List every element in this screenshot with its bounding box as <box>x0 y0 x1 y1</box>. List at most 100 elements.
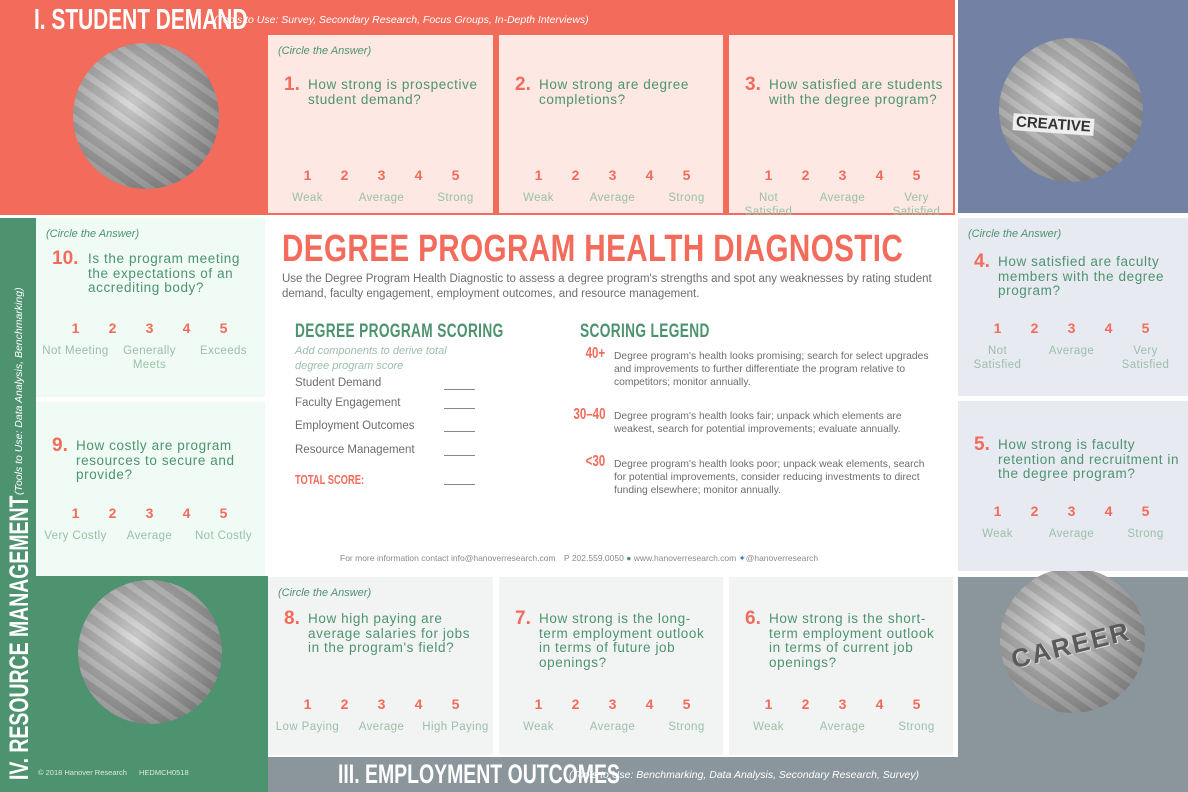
score-blank[interactable] <box>444 420 475 432</box>
rating-label: Generally Meets <box>123 345 176 371</box>
circle-note: (Circle the Answer) <box>968 228 1062 240</box>
circle-note: (Circle the Answer) <box>46 228 140 240</box>
rating-option-3[interactable]: 3 <box>608 696 617 712</box>
question-number: 4. <box>974 251 990 272</box>
rating-option-3[interactable]: 3 <box>145 320 154 336</box>
legend-range: <30 <box>585 453 605 470</box>
rating-option-2[interactable]: 2 <box>108 505 117 521</box>
rating-option-5[interactable]: 5 <box>219 505 228 521</box>
rating-option-4[interactable]: 4 <box>1104 320 1113 336</box>
rating-option-4[interactable]: 4 <box>875 696 884 712</box>
score-blank[interactable] <box>444 397 475 409</box>
rating-option-4[interactable]: 4 <box>1104 503 1113 519</box>
rating-option-2[interactable]: 2 <box>108 320 117 336</box>
rating-option-1[interactable]: 1 <box>303 167 312 183</box>
rating-option-2[interactable]: 2 <box>1030 503 1039 519</box>
rating-option-5[interactable]: 5 <box>1141 320 1150 336</box>
rating-option-1[interactable]: 1 <box>764 167 773 183</box>
rating-option-4[interactable]: 4 <box>414 696 423 712</box>
question-number: 8. <box>284 608 300 629</box>
contact-phone: P 202.559.0050 <box>563 553 624 563</box>
rating-label: Weak <box>292 192 323 204</box>
rating-option-1[interactable]: 1 <box>534 167 543 183</box>
rating-label: Weak <box>523 721 554 733</box>
rating-option-5[interactable]: 5 <box>451 167 460 183</box>
career-photo-lettering: CAREER <box>1008 615 1134 675</box>
rating-label: Average <box>1048 345 1095 357</box>
rating-option-1[interactable]: 1 <box>534 696 543 712</box>
rating-option-3[interactable]: 3 <box>838 696 847 712</box>
question-text: How satisfied are faculty members with t… <box>998 254 1165 298</box>
rating-option-4[interactable]: 4 <box>182 320 191 336</box>
rating-option-5[interactable]: 5 <box>1141 503 1150 519</box>
contact-twitter[interactable]: @hanoverresearch <box>745 553 819 563</box>
rating-option-1[interactable]: 1 <box>71 320 80 336</box>
total-score-blank[interactable] <box>444 473 475 485</box>
rating-label: Weak <box>523 192 554 204</box>
rating-option-3[interactable]: 3 <box>608 167 617 183</box>
rating-label: Strong <box>437 192 474 204</box>
students-photo <box>73 43 219 189</box>
rating-option-5[interactable]: 5 <box>451 696 460 712</box>
rating-option-2[interactable]: 2 <box>801 167 810 183</box>
question-number: 7. <box>515 608 531 629</box>
rating-label: Very Satisfied <box>892 192 941 218</box>
rating-option-3[interactable]: 3 <box>1067 320 1076 336</box>
rating-label: Very Costly <box>44 530 107 542</box>
legend-range: 40+ <box>585 345 605 362</box>
rating-option-2[interactable]: 2 <box>340 167 349 183</box>
rating-option-2[interactable]: 2 <box>1030 320 1039 336</box>
rating-option-1[interactable]: 1 <box>993 503 1002 519</box>
question-text: How costly are program resources to secu… <box>76 438 235 482</box>
rating-label: Average <box>819 192 866 204</box>
rating-option-4[interactable]: 4 <box>875 167 884 183</box>
rating-option-2[interactable]: 2 <box>340 696 349 712</box>
contact-web[interactable]: www.hanoverresearch.com <box>633 553 737 563</box>
rating-option-5[interactable]: 5 <box>682 696 691 712</box>
rating-option-4[interactable]: 4 <box>645 696 654 712</box>
score-blank[interactable] <box>444 378 475 390</box>
rating-option-3[interactable]: 3 <box>377 696 386 712</box>
rating-option-5[interactable]: 5 <box>912 167 921 183</box>
rating-option-5[interactable]: 5 <box>219 320 228 336</box>
rating-option-3[interactable]: 3 <box>838 167 847 183</box>
rating-option-2[interactable]: 2 <box>571 696 580 712</box>
question-card-10: (Circle the Answer) 10. Is the program mee… <box>36 218 265 397</box>
rating-option-4[interactable]: 4 <box>645 167 654 183</box>
rating-option-2[interactable]: 2 <box>571 167 580 183</box>
rating-label: Not Meeting <box>42 345 109 357</box>
question-number: 3. <box>745 74 761 95</box>
rating-label: High Paying <box>422 721 489 733</box>
money-graduation-photo <box>78 580 222 724</box>
question-card-5: 5. How strong is faculty retention and re… <box>958 401 1188 571</box>
rating-option-5[interactable]: 5 <box>912 696 921 712</box>
rating-option-1[interactable]: 1 <box>303 696 312 712</box>
question-card-7: 7. How strong is the long-term employment… <box>499 577 723 755</box>
creative-photo-lettering: CREATIVE <box>1012 113 1095 136</box>
question-number: 9. <box>52 435 68 456</box>
rating-label: Average <box>1048 528 1095 540</box>
rating-option-3[interactable]: 3 <box>145 505 154 521</box>
rating-option-1[interactable]: 1 <box>764 696 773 712</box>
globe-icon: ● <box>626 553 632 563</box>
rating-label: Low Paying <box>275 721 340 733</box>
contact-email[interactable]: For more information contact info@hanove… <box>340 553 556 563</box>
rating-option-3[interactable]: 3 <box>1067 503 1076 519</box>
rating-option-4[interactable]: 4 <box>182 505 191 521</box>
question-text: How strong is the long-term employment o… <box>539 611 705 670</box>
rating-label: Very Satisfied <box>1121 345 1170 371</box>
score-row-faculty-engagement: Faculty Engagement <box>295 397 401 409</box>
rating-label: Average <box>126 530 173 542</box>
rating-option-2[interactable]: 2 <box>801 696 810 712</box>
rating-option-3[interactable]: 3 <box>377 167 386 183</box>
rating-option-1[interactable]: 1 <box>71 505 80 521</box>
scoring-heading: DEGREE PROGRAM SCORING <box>295 321 504 342</box>
rating-label: Not Costly <box>194 530 253 542</box>
question-text: How strong is faculty retention and recr… <box>998 437 1180 481</box>
contact-line: For more information contact info@hanove… <box>340 553 818 564</box>
rating-option-1[interactable]: 1 <box>993 320 1002 336</box>
legend-range: 30–40 <box>572 406 605 423</box>
score-blank[interactable] <box>444 444 475 456</box>
rating-option-5[interactable]: 5 <box>682 167 691 183</box>
rating-option-4[interactable]: 4 <box>414 167 423 183</box>
